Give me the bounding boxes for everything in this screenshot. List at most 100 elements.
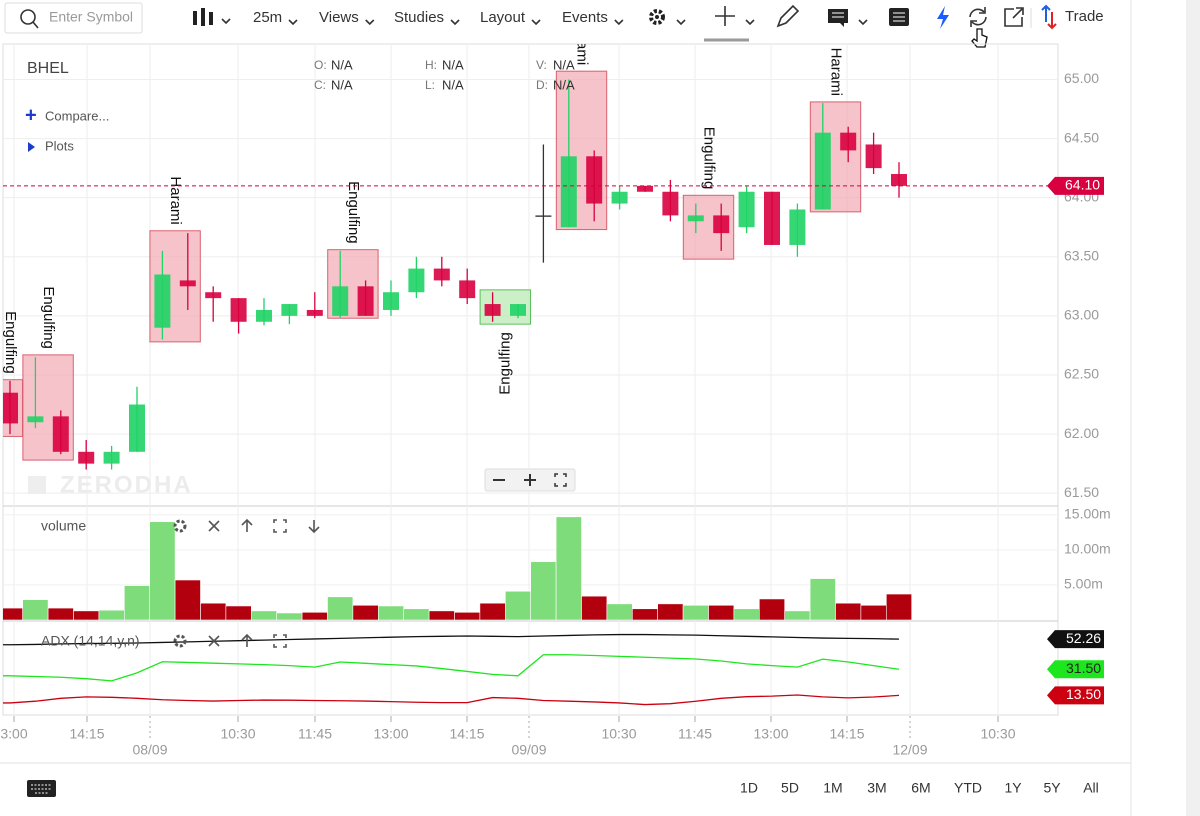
trade-button[interactable]: Trade (1041, 4, 1104, 30)
candle-body (27, 416, 44, 423)
pattern-label: Harami (167, 176, 184, 224)
volume-pane-tools[interactable] (173, 518, 320, 534)
ohlc-label: L: (425, 78, 435, 92)
adx-badge (1047, 630, 1104, 649)
range-button[interactable]: 3M (867, 780, 886, 796)
keyboard-button[interactable] (27, 780, 56, 797)
pattern-label: Engulfing (2, 311, 19, 374)
trade-label: Trade (1065, 8, 1104, 25)
scrollbar[interactable] (1186, 0, 1200, 816)
compare-button[interactable]: Compare... (45, 108, 109, 123)
range-button[interactable]: 5Y (1043, 780, 1061, 796)
ohlc-value: N/A (442, 57, 464, 72)
interval-button[interactable]: 25m (253, 9, 282, 26)
adx-line (3, 654, 900, 682)
range-button[interactable]: 5D (781, 780, 799, 796)
candle-body (281, 304, 298, 316)
candle-body (205, 292, 222, 299)
chevron (288, 19, 298, 26)
chart-type-button[interactable] (193, 8, 231, 26)
candle-body (764, 191, 780, 245)
candle-body (3, 392, 18, 424)
volume-bar (124, 585, 151, 620)
alert-button[interactable] (937, 6, 949, 29)
x-tick-label: 10:30 (601, 726, 636, 742)
pattern-label: Harami (574, 17, 591, 65)
candle-body (357, 286, 374, 316)
volume-bar (327, 596, 354, 620)
adx-pane-tools[interactable] (173, 633, 287, 648)
x-tick-label: 11:45 (298, 726, 332, 742)
candle-body (332, 286, 349, 316)
volume-bar (251, 610, 278, 620)
comment-button[interactable] (828, 9, 868, 27)
x-tick-label: 14:15 (449, 726, 484, 742)
volume-bar (174, 579, 201, 620)
y-tick-label: 62.00 (1064, 425, 1099, 441)
range-button[interactable]: 1M (823, 780, 842, 796)
menu-button[interactable]: Studies (394, 9, 444, 26)
candle-body (662, 191, 679, 216)
ohlc-value: N/A (331, 57, 353, 72)
adx-title: ADX (14,14,y,n) (41, 633, 140, 649)
volume-bar (784, 610, 811, 620)
x-tick-label: 12/09 (892, 742, 927, 758)
refresh-button[interactable] (969, 7, 987, 27)
volume-bar (682, 604, 709, 620)
candle-body (814, 132, 831, 210)
menu-button[interactable]: Views (319, 9, 359, 26)
popout-button[interactable] (1004, 7, 1024, 27)
range-button[interactable]: 1D (740, 780, 758, 796)
volume-bar (631, 608, 658, 620)
chevron (365, 19, 375, 26)
search-box[interactable] (4, 2, 143, 34)
fit-button[interactable] (554, 473, 567, 487)
candle-body (611, 191, 628, 204)
candle-body (103, 451, 120, 464)
menu-button[interactable]: Events (562, 9, 608, 26)
zoom-in[interactable] (524, 474, 536, 486)
candle-body (891, 174, 907, 186)
range-button[interactable]: 6M (911, 780, 930, 796)
volume-bar (276, 612, 303, 620)
range-button[interactable]: All (1083, 780, 1099, 796)
settings-button[interactable] (649, 9, 686, 26)
adx-badge-label: 31.50 (1066, 660, 1101, 676)
compare-icon[interactable]: + (25, 104, 37, 126)
y-tick-label: 65.00 (1064, 70, 1099, 86)
volume-bar (47, 607, 74, 620)
range-button[interactable]: YTD (954, 780, 982, 796)
ohlc-value: N/A (331, 77, 353, 92)
adx-badge (1047, 686, 1104, 705)
candle-body (510, 304, 526, 316)
volume-tick-label: 15.00m (1064, 505, 1111, 521)
ohlc-value: N/A (553, 77, 575, 92)
list-button[interactable] (889, 8, 909, 26)
volume-tick-label: 5.00m (1064, 576, 1103, 592)
x-tick-label: 14:15 (69, 726, 104, 742)
adx-badge-label: 52.26 (1066, 630, 1101, 646)
candle-body (637, 185, 653, 192)
range-button[interactable]: 1Y (1004, 780, 1022, 796)
menu-button[interactable]: Layout (480, 9, 526, 26)
volume-bar (352, 604, 379, 620)
watermark: ZERODHA (60, 471, 193, 498)
volume-bar (733, 608, 760, 620)
x-tick-label: 13:00 (373, 726, 408, 742)
x-tick-label: 14:15 (829, 726, 864, 742)
x-tick-label: 10:30 (980, 726, 1015, 742)
volume-bar (809, 578, 836, 620)
candle-body (306, 309, 323, 316)
volume-bar (581, 595, 608, 620)
plots-button[interactable]: Plots (45, 138, 74, 153)
x-tick-label: 11:45 (678, 726, 712, 742)
crosshair-button[interactable] (704, 6, 755, 42)
cursor (971, 28, 988, 48)
volume-tick-label: 10.00m (1064, 541, 1111, 557)
pattern-label: Engulfing (345, 181, 362, 244)
pattern-label: Engulfing (40, 286, 57, 349)
candle-body (433, 268, 450, 281)
volume-title: volume (41, 518, 86, 534)
draw-button[interactable] (776, 4, 800, 28)
